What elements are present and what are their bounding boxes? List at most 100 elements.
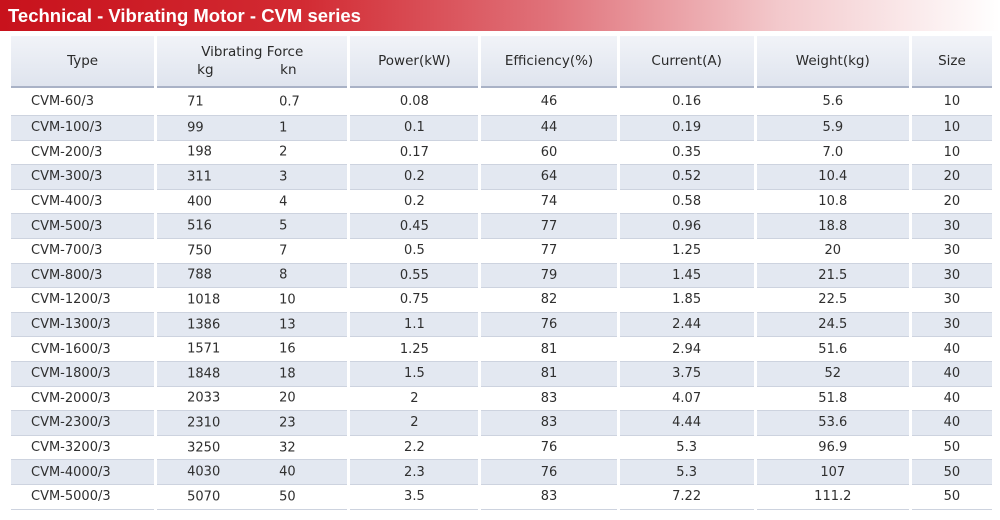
cell-size: 10 xyxy=(911,141,992,166)
cell-current: 0.52 xyxy=(619,165,754,190)
header-size: Size xyxy=(911,36,992,88)
cell-type: CVM-700/3 xyxy=(11,239,155,264)
cell-efficiency: 60 xyxy=(481,141,617,166)
cell-efficiency: 82 xyxy=(481,288,617,313)
cell-kn: 7 xyxy=(279,243,288,259)
cell-power: 3.5 xyxy=(350,485,479,510)
cell-kn: 10 xyxy=(279,292,296,308)
cell-kn: 32 xyxy=(279,440,296,456)
cell-vibrating-force: 198 2 xyxy=(157,141,348,166)
cell-power: 2 xyxy=(350,411,479,436)
header-row: Type Vibrating Force kg kn Power(kW) Eff… xyxy=(11,36,992,88)
cell-kg: 311 xyxy=(187,169,212,185)
cell-vibrating-force: 750 7 xyxy=(157,239,348,264)
table-row: CVM-5000/3 5070 50 3.5 83 7.22 111.2 50 xyxy=(11,485,992,510)
cell-type: CVM-1800/3 xyxy=(11,361,155,387)
cell-kg: 2033 xyxy=(187,390,221,406)
cell-kn: 16 xyxy=(279,341,296,357)
cell-vibrating-force: 4030 40 xyxy=(157,460,348,485)
cell-power: 0.2 xyxy=(350,190,479,215)
cell-vibrating-force: 311 3 xyxy=(157,165,348,190)
cell-weight: 21.5 xyxy=(756,263,909,289)
cell-power: 0.5 xyxy=(350,239,479,264)
cell-type: CVM-800/3 xyxy=(11,263,155,289)
cell-type: CVM-2000/3 xyxy=(11,387,155,412)
cell-efficiency: 83 xyxy=(481,485,617,510)
cell-size: 20 xyxy=(911,190,992,215)
cell-current: 4.44 xyxy=(619,411,754,436)
cell-kg: 750 xyxy=(187,243,212,259)
cell-type: CVM-5000/3 xyxy=(11,485,155,510)
cell-power: 0.1 xyxy=(350,116,479,141)
cell-power: 0.17 xyxy=(350,141,479,166)
table-row: CVM-500/3 516 5 0.45 77 0.96 18.8 30 xyxy=(11,214,992,239)
header-kn: kn xyxy=(280,62,297,78)
cell-current: 0.16 xyxy=(619,88,754,116)
cell-vibrating-force: 99 1 xyxy=(157,116,348,141)
cell-current: 0.35 xyxy=(619,141,754,166)
cell-kg: 1571 xyxy=(187,341,221,357)
cell-efficiency: 81 xyxy=(481,337,617,362)
page-title: Technical - Vibrating Motor - CVM series xyxy=(8,5,361,26)
cell-kg: 4030 xyxy=(187,464,221,480)
header-vibrating-force: Vibrating Force kg kn xyxy=(157,36,348,88)
cell-kg: 516 xyxy=(187,218,212,234)
cell-vibrating-force: 2033 20 xyxy=(157,387,348,412)
header-current: Current(A) xyxy=(619,36,754,88)
header-vibrating-force-label: Vibrating Force xyxy=(201,44,304,60)
cell-vibrating-force: 2310 23 xyxy=(157,411,348,436)
cell-kn: 13 xyxy=(279,317,296,333)
table-row: CVM-2000/3 2033 20 2 83 4.07 51.8 40 xyxy=(11,387,992,412)
cell-vibrating-force: 400 4 xyxy=(157,190,348,215)
table-row: CVM-1300/3 1386 13 1.1 76 2.44 24.5 30 xyxy=(11,312,992,338)
header-type: Type xyxy=(11,36,155,88)
cell-current: 7.22 xyxy=(619,485,754,510)
cell-kn: 2 xyxy=(279,144,288,160)
cell-weight: 24.5 xyxy=(756,312,909,338)
cell-current: 1.45 xyxy=(619,263,754,289)
table-row: CVM-400/3 400 4 0.2 74 0.58 10.8 20 xyxy=(11,190,992,215)
cell-efficiency: 76 xyxy=(481,312,617,338)
header-weight: Weight(kg) xyxy=(756,36,909,88)
cell-kn: 18 xyxy=(279,366,296,382)
cell-weight: 7.0 xyxy=(756,141,909,166)
cell-size: 10 xyxy=(911,88,992,116)
cell-vibrating-force: 1386 13 xyxy=(157,312,348,338)
cell-vibrating-force: 3250 32 xyxy=(157,436,348,461)
cell-power: 2.3 xyxy=(350,460,479,485)
cell-power: 0.55 xyxy=(350,263,479,289)
cell-weight: 10.8 xyxy=(756,190,909,215)
cell-efficiency: 77 xyxy=(481,214,617,239)
cell-size: 50 xyxy=(911,460,992,485)
cell-size: 50 xyxy=(911,485,992,510)
cell-type: CVM-4000/3 xyxy=(11,460,155,485)
cell-efficiency: 76 xyxy=(481,460,617,485)
cell-type: CVM-200/3 xyxy=(11,141,155,166)
table-row: CVM-300/3 311 3 0.2 64 0.52 10.4 20 xyxy=(11,165,992,190)
cell-power: 1.25 xyxy=(350,337,479,362)
cell-kg: 1018 xyxy=(187,292,221,308)
cell-efficiency: 76 xyxy=(481,436,617,461)
cell-size: 30 xyxy=(911,214,992,239)
table-row: CVM-1600/3 1571 16 1.25 81 2.94 51.6 40 xyxy=(11,337,992,362)
cell-power: 0.75 xyxy=(350,288,479,313)
cell-type: CVM-2300/3 xyxy=(11,411,155,436)
table-row: CVM-100/3 99 1 0.1 44 0.19 5.9 10 xyxy=(11,116,992,141)
table-body: CVM-60/3 71 0.7 0.08 46 0.16 5.6 10 CVM-100/3 99 1… xyxy=(11,88,992,510)
cell-kn: 3 xyxy=(279,169,288,185)
cell-kg: 400 xyxy=(187,194,212,210)
cell-size: 30 xyxy=(911,263,992,289)
cell-weight: 20 xyxy=(756,239,909,264)
cell-size: 40 xyxy=(911,337,992,362)
cell-type: CVM-100/3 xyxy=(11,116,155,141)
cell-type: CVM-500/3 xyxy=(11,214,155,239)
cell-efficiency: 64 xyxy=(481,165,617,190)
cell-current: 0.19 xyxy=(619,116,754,141)
cell-kn: 8 xyxy=(279,267,288,283)
table-row: CVM-4000/3 4030 40 2.3 76 5.3 107 50 xyxy=(11,460,992,485)
cell-power: 1.1 xyxy=(350,312,479,338)
header-power: Power(kW) xyxy=(350,36,479,88)
cell-current: 0.58 xyxy=(619,190,754,215)
cell-vibrating-force: 1571 16 xyxy=(157,337,348,362)
cell-current: 1.25 xyxy=(619,239,754,264)
